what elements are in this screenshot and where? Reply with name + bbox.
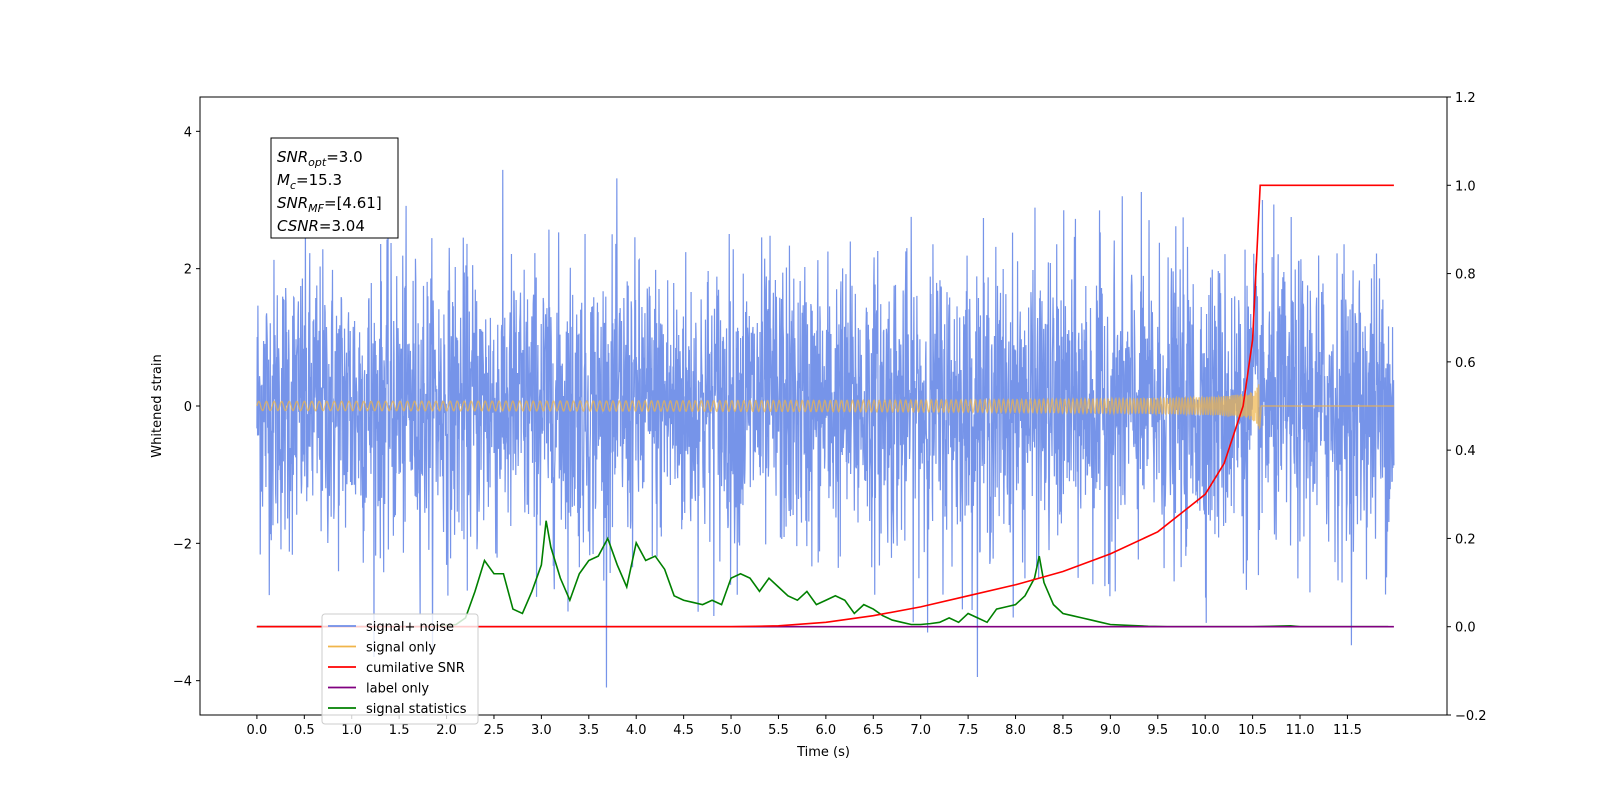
x-tick-label: 2.0 bbox=[436, 723, 457, 738]
x-tick-label: 11.0 bbox=[1286, 723, 1315, 738]
info-line: Mc=15.3 bbox=[277, 171, 342, 192]
info-box-frame bbox=[270, 137, 399, 239]
x-tick-label: 2.5 bbox=[484, 723, 505, 738]
x-tick-label: 10.5 bbox=[1238, 723, 1267, 738]
y-right-tick-label: 0.2 bbox=[1455, 532, 1476, 547]
x-tick-label: 3.5 bbox=[578, 723, 599, 738]
y-right-tick-label: −0.2 bbox=[1455, 709, 1487, 724]
x-tick-label: 8.5 bbox=[1053, 723, 1074, 738]
signal-statistics-line bbox=[256, 520, 1389, 628]
legend-entry: label only bbox=[366, 682, 429, 697]
x-tick-label: 5.0 bbox=[721, 723, 742, 738]
x-tick-label: 4.5 bbox=[673, 723, 694, 738]
signal-noise-series bbox=[256, 169, 1395, 688]
info-line: SNRMF=[4.61] bbox=[277, 194, 382, 215]
legend-entry: cumilative SNR bbox=[366, 661, 465, 676]
x-tick-label: 10.0 bbox=[1191, 723, 1220, 738]
x-tick-label: 9.0 bbox=[1100, 723, 1121, 738]
cumilative-snr-line bbox=[256, 184, 1394, 628]
x-tick-label: 1.0 bbox=[341, 723, 362, 738]
y-left-tick-label: 0 bbox=[184, 400, 192, 415]
y-left-tick-label: −4 bbox=[173, 675, 192, 690]
signal-only-line bbox=[256, 384, 1394, 431]
x-tick-label: 7.0 bbox=[910, 723, 931, 738]
signal-only-series bbox=[256, 384, 1394, 431]
x-tick-label: 5.5 bbox=[768, 723, 789, 738]
x-tick-label: 4.0 bbox=[626, 723, 647, 738]
y-left-tick-label: 2 bbox=[184, 263, 192, 278]
info-line: CSNR=3.04 bbox=[277, 217, 365, 235]
x-tick-label: 11.5 bbox=[1333, 723, 1362, 738]
legend-entry: signal+ noise bbox=[366, 620, 454, 635]
y-right-tick-label: 1.0 bbox=[1455, 179, 1476, 194]
x-tick-label: 3.0 bbox=[531, 723, 552, 738]
legend-entry: signal statistics bbox=[366, 702, 467, 717]
y-left-tick-label: −2 bbox=[173, 537, 192, 552]
x-tick-label: 7.5 bbox=[958, 723, 979, 738]
legend-entry: signal only bbox=[366, 641, 436, 656]
x-tick-label: 6.5 bbox=[863, 723, 884, 738]
x-tick-label: 8.0 bbox=[1005, 723, 1026, 738]
y-right-tick-label: 0.6 bbox=[1455, 356, 1476, 371]
y-axis-left: 4 2 0 −2 −4 bbox=[173, 125, 200, 690]
x-tick-label: 0.5 bbox=[294, 723, 315, 738]
y-left-tick-label: 4 bbox=[184, 125, 192, 140]
y-axis-right: 1.2 1.0 0.8 0.6 0.4 0.2 0.0 −0.2 bbox=[1447, 91, 1487, 724]
y-right-tick-label: 0.8 bbox=[1455, 268, 1476, 283]
y-right-tick-label: 1.2 bbox=[1455, 91, 1476, 106]
y-axis-label: Whitened strain bbox=[150, 354, 165, 457]
x-axis-label: Time (s) bbox=[796, 745, 850, 760]
x-tick-label: 0.0 bbox=[247, 723, 268, 738]
info-line: SNRopt=3.0 bbox=[277, 148, 363, 169]
signal-noise-line bbox=[256, 169, 1395, 688]
legend: signal+ noise signal only cumilative SNR la… bbox=[321, 613, 479, 725]
x-axis: 0.0 0.5 1.0 1.5 2.0 2.5 3.0 3.5 4.0 4.5 5.0 5.5 6.0 6… bbox=[247, 715, 1362, 738]
y-right-tick-label: 0.4 bbox=[1455, 444, 1476, 459]
y-right-tick-label: 0.0 bbox=[1455, 621, 1476, 636]
x-tick-label: 9.5 bbox=[1147, 723, 1168, 738]
x-tick-label: 1.5 bbox=[389, 723, 410, 738]
legend-frame bbox=[321, 613, 479, 725]
x-tick-label: 6.0 bbox=[816, 723, 837, 738]
